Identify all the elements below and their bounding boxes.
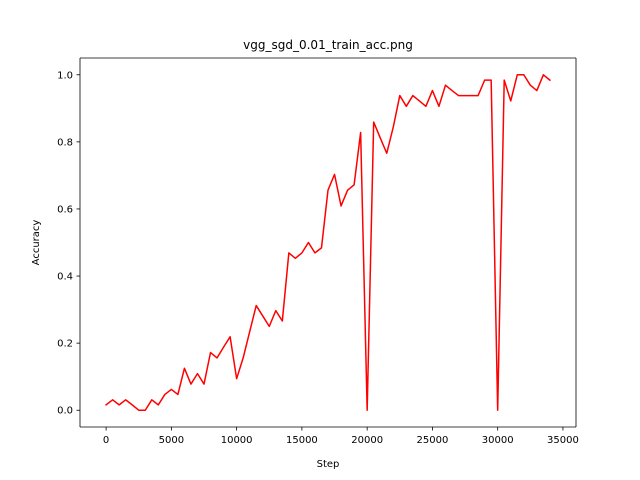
x-tick-label: 35000 — [547, 435, 579, 446]
x-tick-label: 15000 — [286, 435, 318, 446]
plot-area: 0 5000 10000 15000 20000 25000 30000 35000 0.0 0.… — [57, 57, 579, 446]
x-tick-label: 0 — [103, 435, 109, 446]
series-line-0 — [105, 74, 551, 411]
x-tick-label: 5000 — [159, 435, 184, 446]
y-tick-label: 0.0 — [57, 406, 73, 417]
x-tick-label: 25000 — [417, 435, 449, 446]
y-tick-label: 1.0 — [57, 70, 73, 81]
chart-title: vgg_sgd_0.01_train_acc.png — [243, 38, 413, 52]
x-tick-label: 20000 — [351, 435, 383, 446]
y-axis-label: Accuracy — [31, 220, 42, 266]
y-tick-label: 0.4 — [57, 272, 73, 283]
x-tick-label: 10000 — [221, 435, 253, 446]
x-tick-label: 30000 — [482, 435, 514, 446]
y-tick-label: 0.2 — [57, 339, 73, 350]
x-axis-label: Step — [317, 459, 340, 470]
y-tick-label: 0.8 — [57, 137, 73, 148]
y-tick-label: 0.6 — [57, 204, 73, 215]
